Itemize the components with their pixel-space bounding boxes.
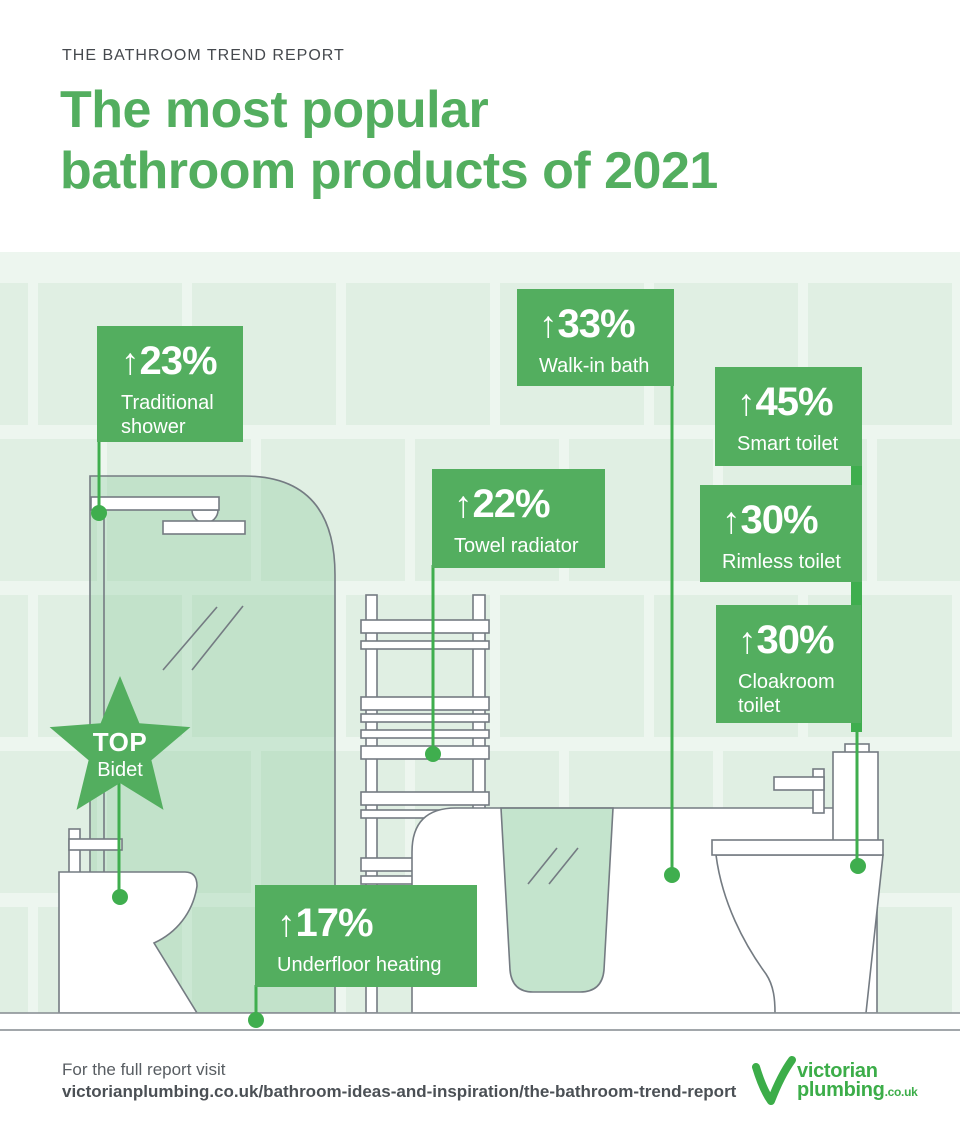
- stat-label-rimless-toilet: ↑30% Rimless toilet: [700, 485, 862, 582]
- logo-wordmark: victorian plumbing.co.uk: [797, 1060, 918, 1102]
- stat-name: Smart toilet: [737, 433, 839, 455]
- stat-value: ↑45%: [737, 380, 834, 424]
- star-badge-text: TOP: [92, 727, 148, 757]
- stat-name: Traditional shower: [121, 392, 214, 438]
- logo-word-2: plumbing.co.uk: [797, 1079, 918, 1101]
- stat-label-walk-in-bath: ↑33% Walk-in bath: [517, 289, 674, 386]
- stat-value: ↑23%: [121, 339, 218, 383]
- logo-suffix: .co.uk: [884, 1085, 918, 1099]
- stat-label-towel-radiator: ↑22% Towel radiator: [432, 469, 605, 568]
- title-line-2: bathroom products of 2021: [60, 142, 718, 200]
- footer-note: For the full report visit: [62, 1060, 226, 1079]
- up-arrow-icon: ↑: [277, 903, 295, 944]
- stat-value: ↑33%: [539, 302, 636, 346]
- report-kicker: THE BATHROOM TREND REPORT: [62, 47, 345, 64]
- stat-name: Underfloor heating: [277, 954, 442, 976]
- stat-name: Walk-in bath: [539, 355, 650, 377]
- up-arrow-icon: ↑: [121, 341, 139, 382]
- stat-value: ↑17%: [277, 901, 374, 945]
- up-arrow-icon: ↑: [539, 304, 557, 345]
- stat-value: ↑22%: [454, 482, 551, 526]
- up-arrow-icon: ↑: [454, 484, 472, 525]
- title-line-1: The most popular: [60, 81, 489, 139]
- stat-label-underfloor-heating: ↑17% Underfloor heating: [255, 885, 477, 987]
- stat-name: Cloakroom toilet: [738, 671, 835, 717]
- stat-label-traditional-shower: ↑23% Traditional shower: [97, 326, 243, 442]
- stat-name: Towel radiator: [454, 535, 579, 557]
- stat-name: Rimless toilet: [722, 551, 841, 573]
- stat-label-cloakroom-toilet: ↑30% Cloakroom toilet: [716, 605, 861, 723]
- logo-word-1: victorian: [797, 1060, 878, 1082]
- up-arrow-icon: ↑: [737, 382, 755, 423]
- logo-check-icon: [752, 1056, 796, 1105]
- star-product-name: Bidet: [97, 759, 143, 781]
- victorian-plumbing-logo: victorian plumbing.co.uk: [748, 1052, 948, 1112]
- stat-label-smart-toilet: ↑45% Smart toilet: [715, 367, 862, 466]
- stat-value: ↑30%: [722, 498, 819, 542]
- page-title: The most popular bathroom products of 20…: [60, 80, 718, 202]
- stat-value: ↑30%: [738, 618, 835, 662]
- up-arrow-icon: ↑: [738, 620, 756, 661]
- footer-url: victorianplumbing.co.uk/bathroom-ideas-a…: [62, 1082, 737, 1101]
- up-arrow-icon: ↑: [722, 500, 740, 541]
